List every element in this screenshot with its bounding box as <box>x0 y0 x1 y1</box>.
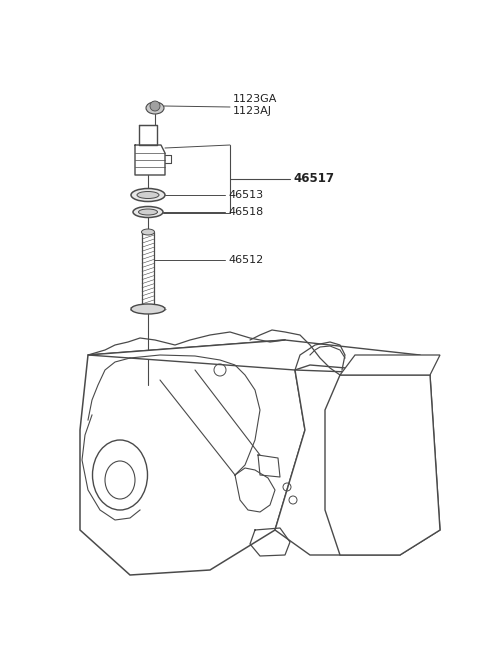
Ellipse shape <box>146 102 164 114</box>
Polygon shape <box>340 355 440 375</box>
Text: 1123GA: 1123GA <box>233 94 277 104</box>
Text: 46517: 46517 <box>293 172 334 185</box>
Text: 46513: 46513 <box>228 190 263 200</box>
Polygon shape <box>88 340 430 375</box>
Ellipse shape <box>137 191 159 198</box>
Circle shape <box>150 101 160 111</box>
Polygon shape <box>275 370 440 555</box>
Text: 46512: 46512 <box>228 255 263 265</box>
Ellipse shape <box>142 229 155 235</box>
Text: 46518: 46518 <box>228 207 263 217</box>
Text: 1123AJ: 1123AJ <box>233 106 272 116</box>
Ellipse shape <box>131 304 165 314</box>
Polygon shape <box>325 375 440 555</box>
Ellipse shape <box>131 189 165 202</box>
Ellipse shape <box>93 440 147 510</box>
Polygon shape <box>80 340 305 575</box>
Ellipse shape <box>133 206 163 217</box>
Ellipse shape <box>139 209 157 215</box>
